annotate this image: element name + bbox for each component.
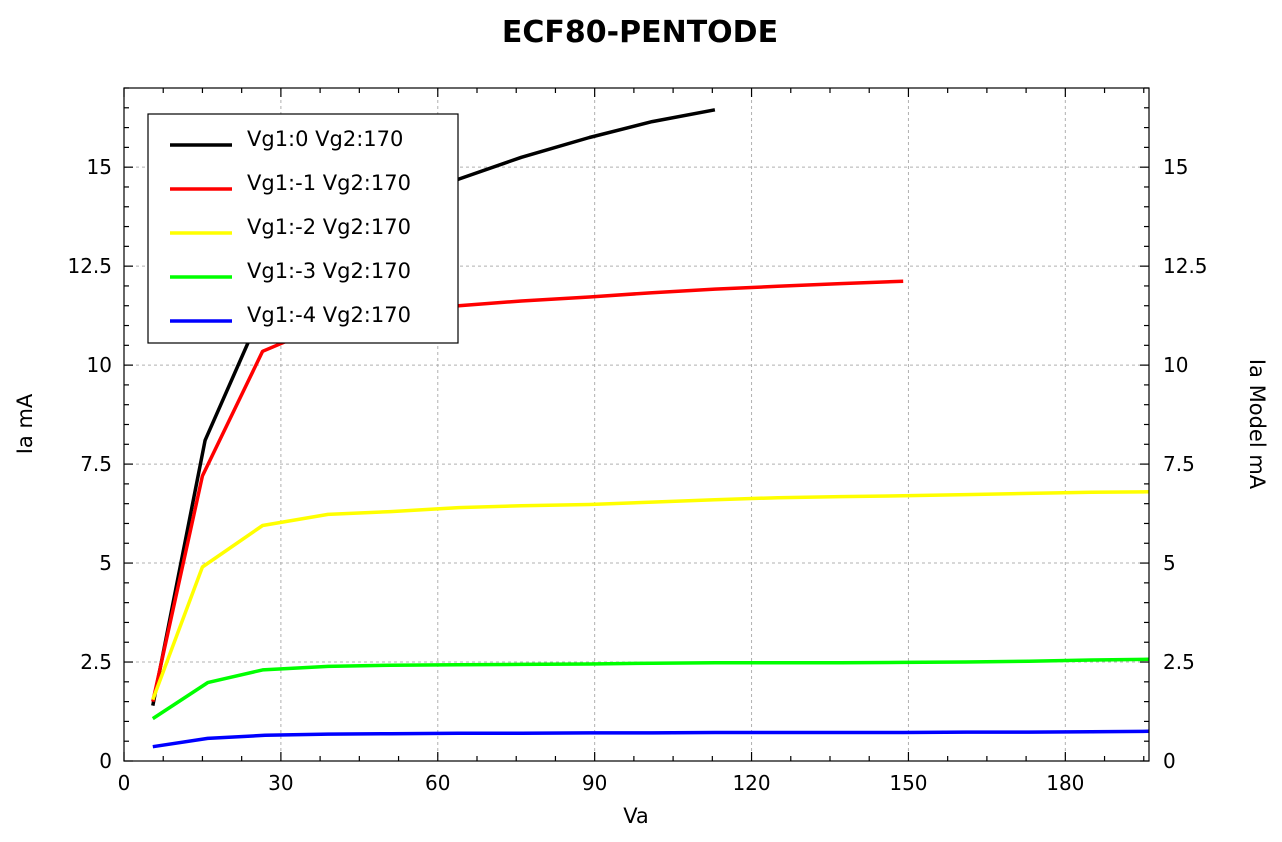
y-tick-label-right: 12.5 (1163, 254, 1208, 278)
y-axis-label-right: Ia Model mA (1245, 359, 1269, 490)
legend: Vg1:0 Vg2:170 Vg1:-1 Vg2:170 Vg1:-2 Vg2:17… (147, 113, 459, 344)
series-line-2 (151, 279, 904, 702)
y-tick-label-right: 2.5 (1163, 650, 1195, 674)
series-line-4 (151, 657, 1150, 721)
series-line-5 (152, 729, 1150, 749)
y-tick-label: 5 (99, 551, 112, 575)
y-axis-label: Ia mA (13, 393, 37, 454)
x-axis-label: Va (623, 804, 649, 828)
legend-label-4: Vg1:-3 Vg2:170 (247, 259, 411, 283)
series-layer (151, 108, 1150, 749)
x-tick-label: 120 (732, 771, 770, 795)
legend-label-1: Vg1:0 Vg2:170 (247, 127, 403, 151)
y-tick-label-right: 15 (1163, 155, 1188, 179)
legend-box (147, 113, 459, 344)
series-line-3 (151, 490, 1150, 701)
legend-label-3: Vg1:-2 Vg2:170 (247, 215, 411, 239)
legend-label-2: Vg1:-1 Vg2:170 (247, 171, 411, 195)
chart-title: ECF80-PENTODE (502, 15, 778, 50)
x-tick-label: 0 (118, 771, 131, 795)
y-tick-label-right: 5 (1163, 551, 1176, 575)
y-tick-label-right: 7.5 (1163, 452, 1195, 476)
y-tick-label: 15 (87, 155, 112, 179)
y-tick-label: 7.5 (80, 452, 112, 476)
y-tick-label: 10 (87, 353, 112, 377)
y-tick-label: 0 (99, 749, 112, 773)
legend-label-5: Vg1:-4 Vg2:170 (247, 303, 411, 327)
y-tick-label-right: 10 (1163, 353, 1188, 377)
y-tick-label: 12.5 (67, 254, 112, 278)
x-tick-label: 30 (268, 771, 293, 795)
x-tick-label: 180 (1046, 771, 1084, 795)
y-tick-label: 2.5 (80, 650, 112, 674)
x-tick-label: 60 (425, 771, 450, 795)
x-tick-label: 90 (582, 771, 607, 795)
y-tick-label-right: 0 (1163, 749, 1176, 773)
x-tick-label: 150 (889, 771, 927, 795)
